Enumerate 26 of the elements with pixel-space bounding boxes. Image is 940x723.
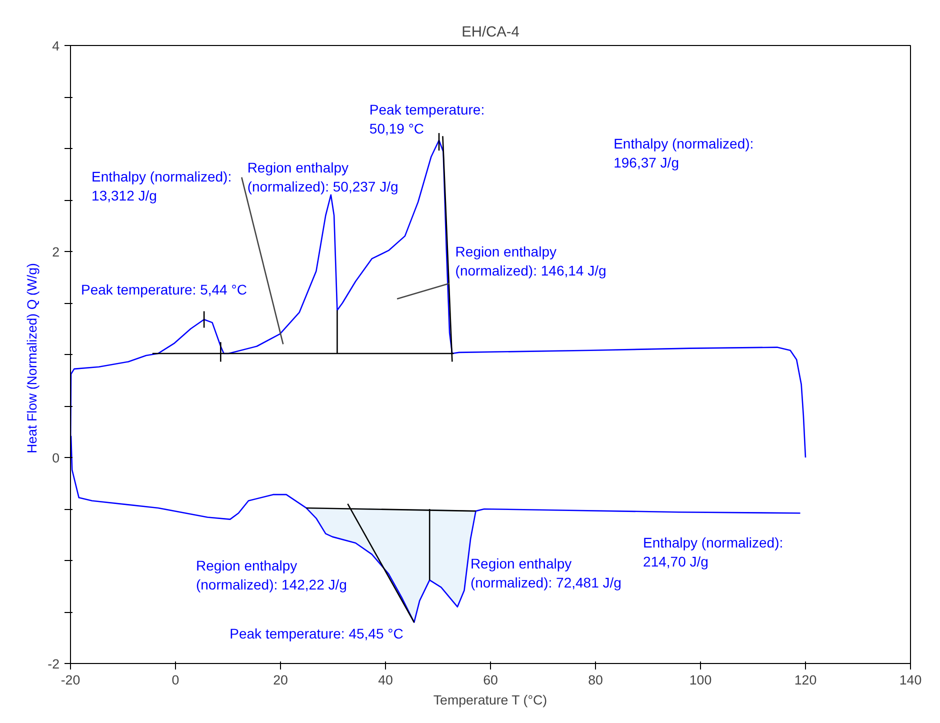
annotation: Region enthalpy (normalized): 146,14 J/g: [455, 244, 606, 279]
y-tick-label: 0: [52, 450, 60, 466]
x-tick-label: 120: [794, 672, 817, 688]
x-tick-label: 100: [689, 672, 712, 688]
x-tick-label: 140: [899, 672, 922, 688]
x-tick-label: 60: [483, 672, 498, 688]
x-tick-label: 20: [273, 672, 288, 688]
annotation: Peak temperature: 5,44 °C: [81, 281, 247, 298]
chart-title: EH/CA-4: [462, 24, 520, 40]
x-tick-label: 80: [588, 672, 603, 688]
annotation: Region enthalpy (normalized): 142,22 J/g: [196, 557, 347, 592]
annotation: Enthalpy (normalized): 13,312 J/g: [92, 168, 232, 204]
annotation: Region enthalpy (normalized): 50,237 J/g: [247, 160, 398, 195]
annotation: Peak temperature: 45,45 °C: [230, 626, 404, 642]
y-axis-title: Heat Flow (Normalized) Q (W/g): [24, 263, 40, 454]
y-tick-label: 4: [52, 38, 60, 54]
annotation: Enthalpy (normalized): 196,37 J/g: [614, 136, 754, 171]
y-tick-label: 2: [52, 244, 60, 260]
y-tick-label: -2: [48, 656, 60, 672]
x-axis-title: Temperature T (°C): [433, 692, 548, 708]
x-tick-label: -20: [60, 672, 80, 688]
annotation: Enthalpy (normalized): 214,70 J/g: [643, 534, 784, 570]
annotation: Peak temperature: 50,19 °C: [369, 101, 485, 136]
x-tick-label: 40: [378, 672, 393, 688]
annotation: Region enthalpy (normalized): 72,481 J/g: [470, 556, 622, 591]
x-tick-label: 0: [172, 672, 180, 688]
